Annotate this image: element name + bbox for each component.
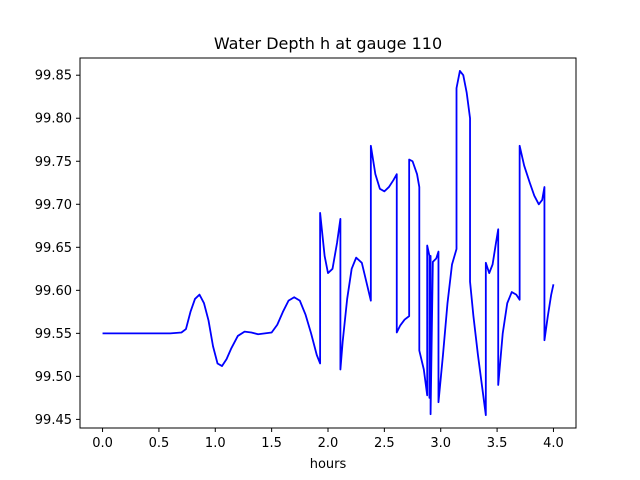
x-tick-label: 1.0 [205, 436, 226, 451]
y-tick-label: 99.75 [35, 155, 72, 170]
x-tick-label: 0.5 [149, 436, 170, 451]
y-tick-label: 99.85 [35, 69, 72, 84]
x-tick-label: 2.5 [374, 436, 395, 451]
y-tick-label: 99.55 [35, 327, 72, 342]
x-tick-label: 4.0 [543, 436, 564, 451]
x-tick-label: 1.5 [261, 436, 282, 451]
x-axis-label: hours [310, 457, 347, 472]
y-tick-label: 99.65 [35, 241, 72, 256]
y-axis-ticks: 99.45 99.50 99.55 99.60 99.65 99.70 99.75 99.80… [35, 69, 80, 428]
y-tick-label: 99.45 [35, 413, 72, 428]
x-tick-label: 0.0 [92, 436, 113, 451]
y-tick-label: 99.60 [35, 284, 72, 299]
x-tick-label: 3.0 [430, 436, 451, 451]
y-tick-label: 99.70 [35, 198, 72, 213]
y-tick-label: 99.50 [35, 370, 72, 385]
x-axis-ticks: 0.0 0.5 1.0 1.5 2.0 2.5 3.0 3.5 4.0 [92, 428, 564, 451]
x-tick-label: 3.5 [487, 436, 508, 451]
y-tick-label: 99.80 [35, 112, 72, 127]
plot-background [80, 58, 576, 428]
water-depth-series-line [102, 70, 555, 416]
chart-title: Water Depth h at gauge 110 [214, 34, 442, 53]
x-tick-label: 2.0 [318, 436, 339, 451]
